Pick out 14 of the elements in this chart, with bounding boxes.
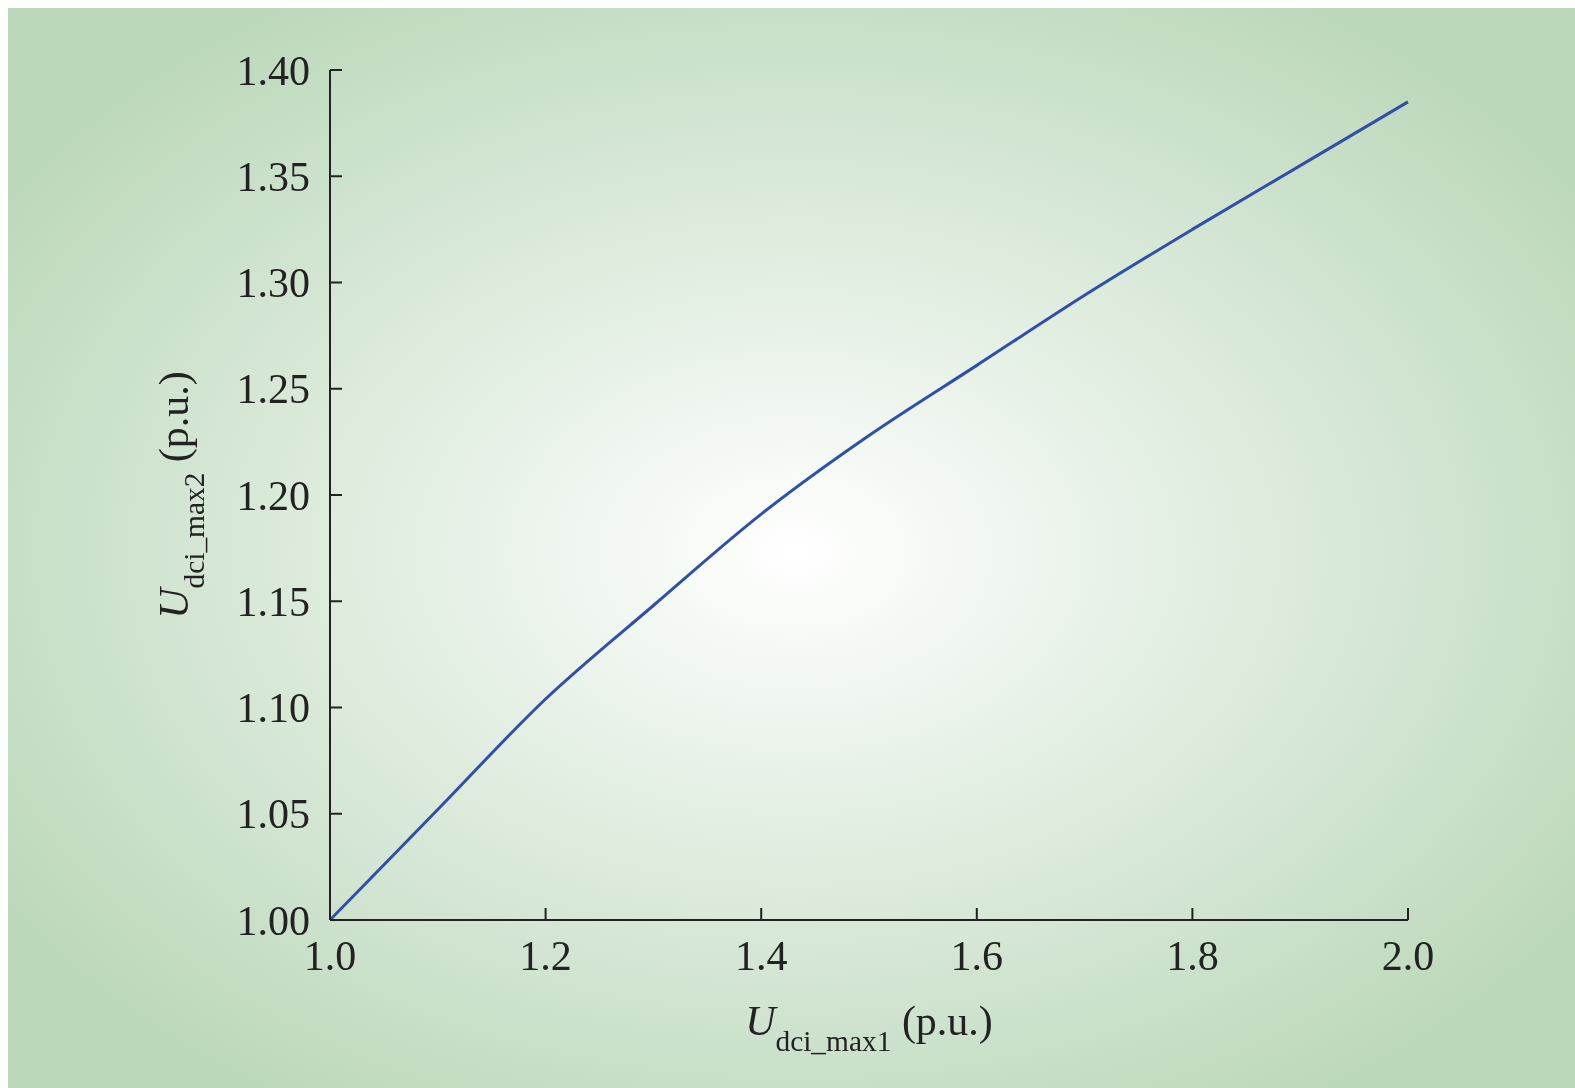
y-tick-label: 1.35 [236,153,310,200]
x-tick-label: 1.6 [950,933,1004,979]
y-tick-label: 1.05 [236,791,310,838]
y-tick-label: 1.10 [236,685,310,732]
x-axis-title: U$_{dci_max1}$ (p.u.) [745,998,993,1057]
x-tick-label: 1.8 [1166,933,1219,979]
y-tick-label: 1.30 [236,260,310,307]
y-tick-label: 1.25 [236,366,310,413]
y-tick-label: 1.40 [236,47,310,94]
y-tick-label: 1.15 [236,578,310,625]
x-tick-label: 2.0 [1381,933,1435,979]
x-tick-label: 1.4 [734,933,788,979]
y-tick-label: 1.20 [236,472,310,519]
x-tick-label: 1.2 [519,933,572,979]
